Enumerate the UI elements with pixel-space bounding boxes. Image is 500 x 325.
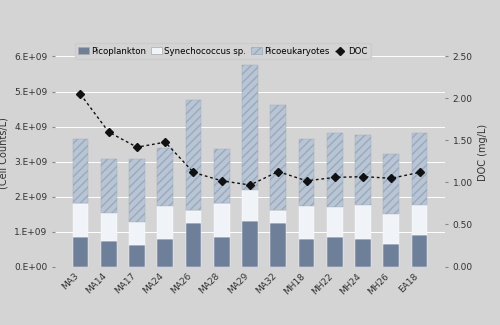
Legend: Picoplankton, Synechococcus sp., Picoeukaryotes, DOC: Picoplankton, Synechococcus sp., Picoeuk… — [75, 43, 370, 59]
DOC — [134, 145, 140, 149]
Bar — [355, 135, 371, 205]
Bar — [214, 203, 230, 237]
DOC — [388, 176, 394, 180]
Line: DOC: DOC — [78, 91, 422, 188]
Bar — [101, 159, 116, 213]
Bar — [158, 206, 173, 239]
DOC — [360, 175, 366, 178]
Bar — [129, 245, 145, 266]
Bar — [186, 100, 202, 211]
Bar — [214, 237, 230, 266]
Bar — [214, 149, 230, 203]
Bar — [412, 205, 428, 235]
Bar — [129, 159, 145, 222]
DOC — [332, 176, 338, 179]
DOC — [304, 179, 310, 183]
DOC — [162, 140, 168, 144]
Y-axis label: (Cell Counts/L): (Cell Counts/L) — [0, 117, 8, 189]
Bar — [412, 134, 428, 205]
Bar — [101, 213, 116, 241]
Bar — [355, 205, 371, 239]
Bar — [186, 223, 202, 266]
DOC — [106, 130, 112, 134]
Bar — [355, 239, 371, 266]
Bar — [298, 239, 314, 266]
Bar — [270, 106, 286, 211]
Y-axis label: DOC (mg/L): DOC (mg/L) — [478, 124, 488, 181]
DOC — [218, 179, 224, 183]
DOC — [247, 183, 253, 187]
DOC — [78, 92, 84, 96]
Bar — [327, 134, 342, 207]
Bar — [242, 189, 258, 221]
Bar — [327, 237, 342, 266]
Bar — [158, 239, 173, 266]
Bar — [412, 235, 428, 266]
Bar — [384, 244, 399, 266]
Bar — [72, 203, 88, 237]
Bar — [129, 222, 145, 245]
Bar — [327, 207, 342, 237]
Bar — [242, 221, 258, 266]
Bar — [270, 223, 286, 266]
Bar — [242, 65, 258, 189]
Bar — [298, 206, 314, 239]
Bar — [384, 154, 399, 214]
Bar — [384, 214, 399, 244]
Bar — [101, 241, 116, 266]
Bar — [72, 237, 88, 266]
Bar — [158, 148, 173, 206]
Bar — [186, 211, 202, 223]
Bar — [298, 139, 314, 206]
DOC — [276, 170, 281, 174]
DOC — [416, 170, 422, 174]
DOC — [190, 170, 196, 174]
Bar — [270, 211, 286, 223]
Bar — [72, 139, 88, 203]
